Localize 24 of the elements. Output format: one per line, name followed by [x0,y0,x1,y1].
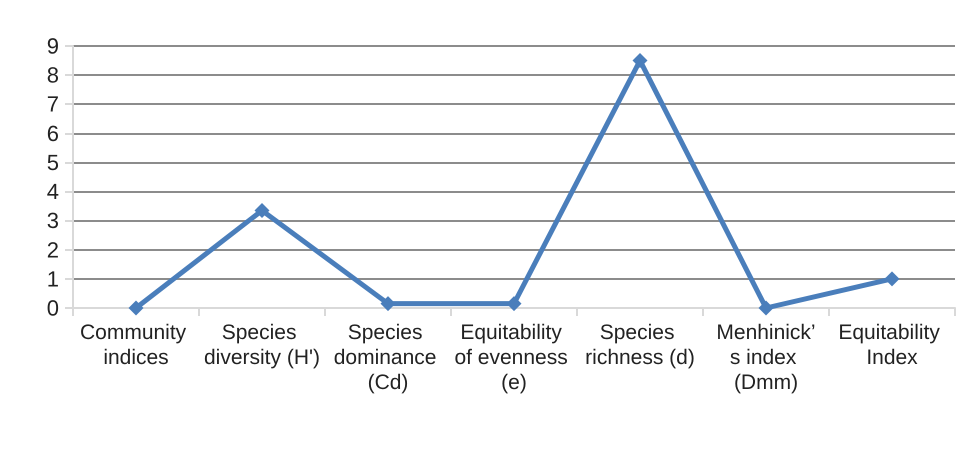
y-tick-label: 0 [46,296,59,320]
y-tick-label: 1 [46,266,59,292]
x-tick-label: Species diversity (H') [204,321,320,369]
y-tick-label: 5 [46,150,59,175]
point [758,300,774,316]
x-tick-label: Species richness (d) [585,321,695,369]
x-tick-label: Menhinick’s index (Dmm) [716,321,816,394]
y-tick-label: 8 [46,62,59,88]
x-tick-label: Community indices [80,321,192,369]
point [380,296,396,312]
point [506,296,522,312]
y-tick-label: 2 [46,237,59,262]
y-tick-label: 3 [46,208,59,234]
y-tick-label: 6 [46,120,59,146]
x-tick-label: Species dominance (Cd) [334,321,442,394]
y-tick-label: 9 [46,34,59,58]
y-tick-label: 4 [46,179,59,204]
point [254,202,270,218]
x-tick-label: Equitability Index [838,321,946,369]
point [128,300,144,316]
point [632,53,648,68]
y-tick-label: 7 [46,92,59,117]
x-tick-label: Equitability of evenness (e) [454,321,574,394]
point [884,271,900,286]
